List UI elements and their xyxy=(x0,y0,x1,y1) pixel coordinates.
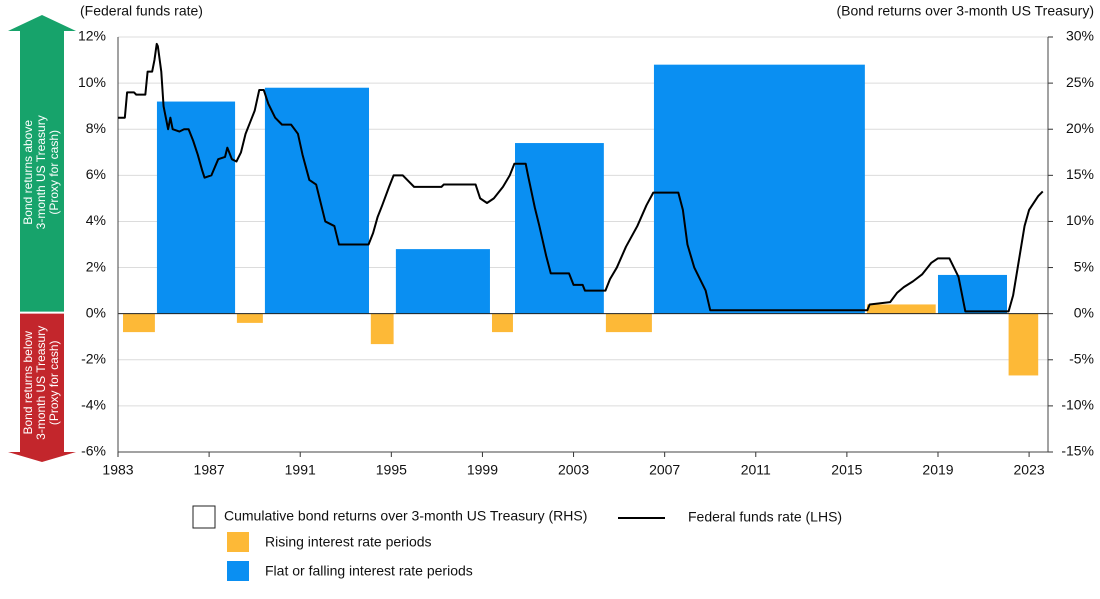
bar xyxy=(156,101,236,314)
x-tick-label: 1987 xyxy=(194,462,225,478)
y2-axis-label: (Bond returns over 3-month US Treasury) xyxy=(836,3,1094,19)
y2-tick-label: -15% xyxy=(1061,443,1094,459)
legend-label: Federal funds rate (LHS) xyxy=(688,509,842,525)
bar xyxy=(653,64,865,314)
legend-title: Cumulative bond returns over 3-month US … xyxy=(224,508,587,524)
y-tick-label: 0% xyxy=(86,304,106,320)
side-arrow xyxy=(8,15,76,312)
y-tick-label: -2% xyxy=(81,350,106,366)
y-tick-label: 6% xyxy=(86,166,106,182)
bar xyxy=(123,313,155,333)
side-label: (Proxy for cash) xyxy=(47,340,61,425)
x-tick-label: 2007 xyxy=(649,462,680,478)
x-tick-label: 2019 xyxy=(922,462,953,478)
y-tick-label: -6% xyxy=(81,443,106,459)
x-tick-label: 1991 xyxy=(285,462,316,478)
line xyxy=(118,42,1044,313)
bar xyxy=(1008,313,1039,376)
x-tick-label: 2023 xyxy=(1014,462,1045,478)
bar xyxy=(395,249,490,314)
y-tick-label: 12% xyxy=(78,28,106,44)
legend-swatch xyxy=(227,561,249,581)
side-label: Bond returns above xyxy=(21,120,35,225)
side-label: Bond returns below xyxy=(21,331,35,435)
y2-tick-label: -10% xyxy=(1061,397,1094,413)
x-tick-label: 1983 xyxy=(102,462,133,478)
bar xyxy=(236,313,263,323)
bar xyxy=(264,87,370,314)
legend-label: Rising interest rate periods xyxy=(265,534,432,550)
y-axis-label: (Federal funds rate) xyxy=(80,3,203,19)
x-tick-label: 1995 xyxy=(376,462,407,478)
y-tick-label: 4% xyxy=(86,212,106,228)
legend-swatch xyxy=(227,532,249,552)
bar xyxy=(370,313,394,345)
y2-tick-label: -5% xyxy=(1069,350,1094,366)
y2-tick-label: 15% xyxy=(1066,166,1094,182)
bar xyxy=(492,313,513,333)
bar xyxy=(605,313,652,333)
bar xyxy=(866,304,936,314)
bar xyxy=(937,274,1008,314)
legend-label: Flat or falling interest rate periods xyxy=(265,563,473,579)
y2-tick-label: 30% xyxy=(1066,28,1094,44)
side-label: 3-month US Treasury xyxy=(34,326,48,440)
y2-tick-label: 20% xyxy=(1066,120,1094,136)
y-tick-label: -4% xyxy=(81,397,106,413)
y2-tick-label: 0% xyxy=(1074,304,1094,320)
side-arrow xyxy=(8,313,76,462)
y2-tick-label: 10% xyxy=(1066,212,1094,228)
side-label: 3-month US Treasury xyxy=(34,115,48,229)
x-tick-label: 2003 xyxy=(558,462,589,478)
y-tick-label: 2% xyxy=(86,258,106,274)
y2-tick-label: 5% xyxy=(1074,258,1094,274)
y2-tick-label: 25% xyxy=(1066,74,1094,90)
y-tick-label: 8% xyxy=(86,120,106,136)
legend-swatch xyxy=(192,505,216,529)
x-tick-label: 2011 xyxy=(741,462,771,478)
x-tick-label: 2015 xyxy=(831,462,862,478)
bar xyxy=(515,143,604,314)
side-label: (Proxy for cash) xyxy=(47,130,61,215)
y-tick-label: 10% xyxy=(78,74,106,90)
x-tick-label: 1999 xyxy=(467,462,498,478)
